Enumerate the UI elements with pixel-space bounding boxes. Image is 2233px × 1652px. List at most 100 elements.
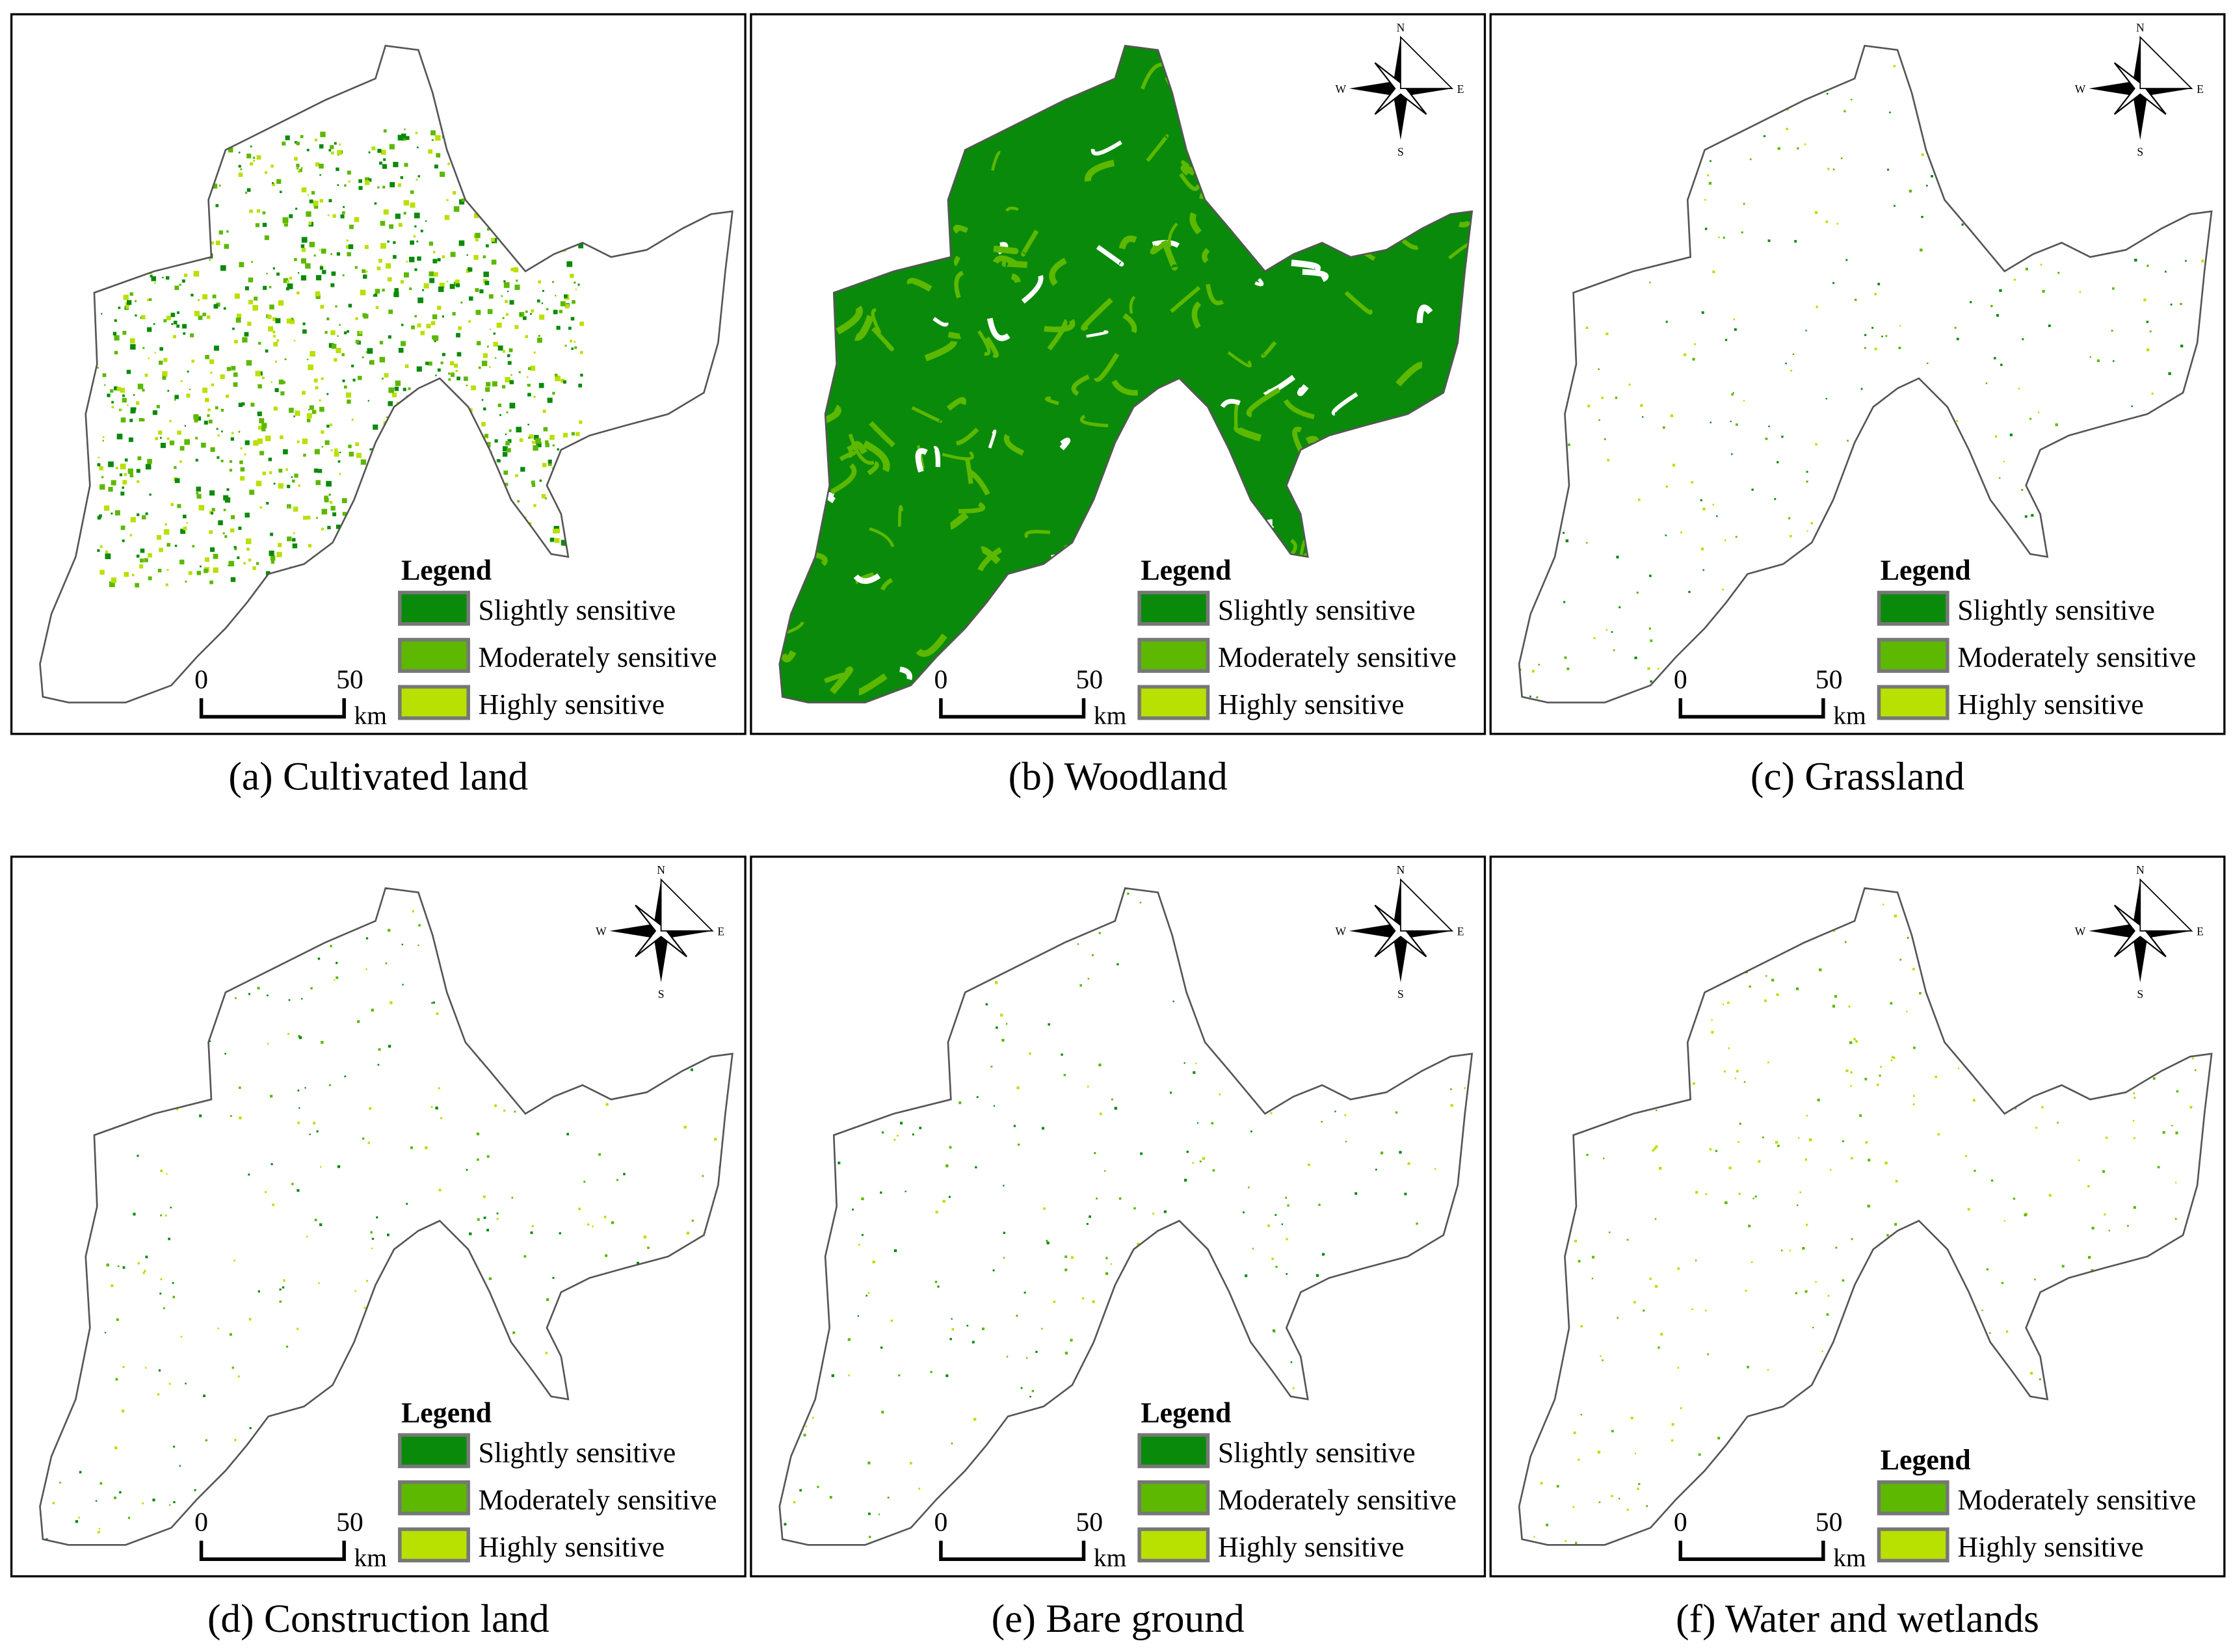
speck (448, 372, 451, 375)
speck (430, 321, 436, 326)
speck (159, 437, 162, 439)
speck (258, 341, 261, 345)
speck (930, 1370, 932, 1373)
speck (328, 1084, 331, 1086)
speck (1851, 1157, 1853, 1160)
speck (282, 217, 289, 224)
speck (412, 910, 414, 913)
speck (1832, 282, 1834, 284)
compass: NSW E (2075, 21, 2204, 158)
speck (187, 371, 189, 373)
scale-unit: km (1833, 701, 1866, 729)
speck (133, 407, 137, 410)
speck (511, 1197, 514, 1199)
speck (1698, 1453, 1701, 1456)
speck (861, 1197, 864, 1201)
speck (1893, 64, 1896, 68)
speck (223, 307, 226, 310)
speck (379, 356, 386, 363)
speck (2091, 1226, 2094, 1230)
compass-e: E (1457, 925, 1464, 938)
speck (320, 1166, 322, 1168)
speck (259, 451, 264, 456)
speck (460, 301, 463, 304)
speck (341, 498, 347, 503)
speck (180, 380, 183, 382)
speck (364, 177, 370, 182)
speck (880, 1346, 883, 1349)
speck (1186, 1150, 1189, 1153)
speck (2195, 1069, 2197, 1071)
speck (1895, 1179, 1898, 1183)
speck (486, 228, 490, 231)
speck (319, 249, 321, 251)
speck (355, 317, 358, 321)
speck (1591, 1278, 1594, 1279)
speck (1657, 668, 1659, 670)
speck (367, 400, 369, 402)
speck (502, 446, 508, 452)
legend-swatch (398, 590, 470, 626)
speck (784, 1523, 787, 1526)
speck (137, 513, 140, 516)
speck (1077, 943, 1079, 945)
speck (1626, 1239, 1629, 1241)
speck (293, 415, 295, 417)
speck (142, 389, 145, 392)
speck (481, 360, 488, 367)
speck (263, 285, 267, 290)
scale-unit: km (354, 1543, 388, 1572)
speck (541, 302, 544, 304)
speck (183, 514, 187, 519)
speck (319, 399, 321, 402)
speck (900, 1121, 903, 1125)
speck (272, 330, 276, 334)
speck (1795, 1292, 1798, 1294)
speck (1578, 1458, 1580, 1461)
speck (1877, 283, 1881, 285)
speck (1043, 1207, 1046, 1210)
speck (351, 364, 354, 367)
speck (306, 211, 311, 217)
speck (319, 199, 323, 203)
speck (1937, 1133, 1940, 1136)
speck (1633, 1301, 1636, 1304)
speck (548, 462, 552, 466)
speck (1602, 1157, 1605, 1159)
speck (425, 220, 427, 222)
speck (367, 348, 373, 354)
speck (1531, 670, 1535, 673)
speck (268, 326, 274, 332)
speck (497, 459, 501, 463)
speck (2168, 372, 2171, 375)
speck (166, 315, 171, 321)
speck (1048, 1023, 1050, 1026)
speck (525, 310, 528, 313)
speck (142, 515, 146, 519)
speck (578, 384, 582, 387)
speck (114, 1446, 118, 1450)
speck (302, 322, 306, 326)
speck (1611, 1495, 1613, 1497)
speck (1127, 892, 1130, 895)
speck (377, 1064, 380, 1066)
texture (916, 633, 947, 657)
speck (517, 500, 520, 503)
speck (533, 504, 536, 507)
speck (345, 392, 352, 398)
speck (360, 459, 366, 465)
speck (414, 225, 417, 228)
speck (321, 248, 326, 254)
speck (2134, 1097, 2135, 1099)
speck (2009, 433, 2013, 437)
speck (252, 305, 258, 311)
speck (949, 1146, 952, 1149)
speck (234, 293, 240, 299)
speck (1586, 542, 1588, 544)
speck (1683, 353, 1687, 356)
speck (284, 222, 288, 227)
speck (286, 280, 289, 283)
speck (59, 1482, 61, 1484)
speck (217, 1328, 220, 1330)
